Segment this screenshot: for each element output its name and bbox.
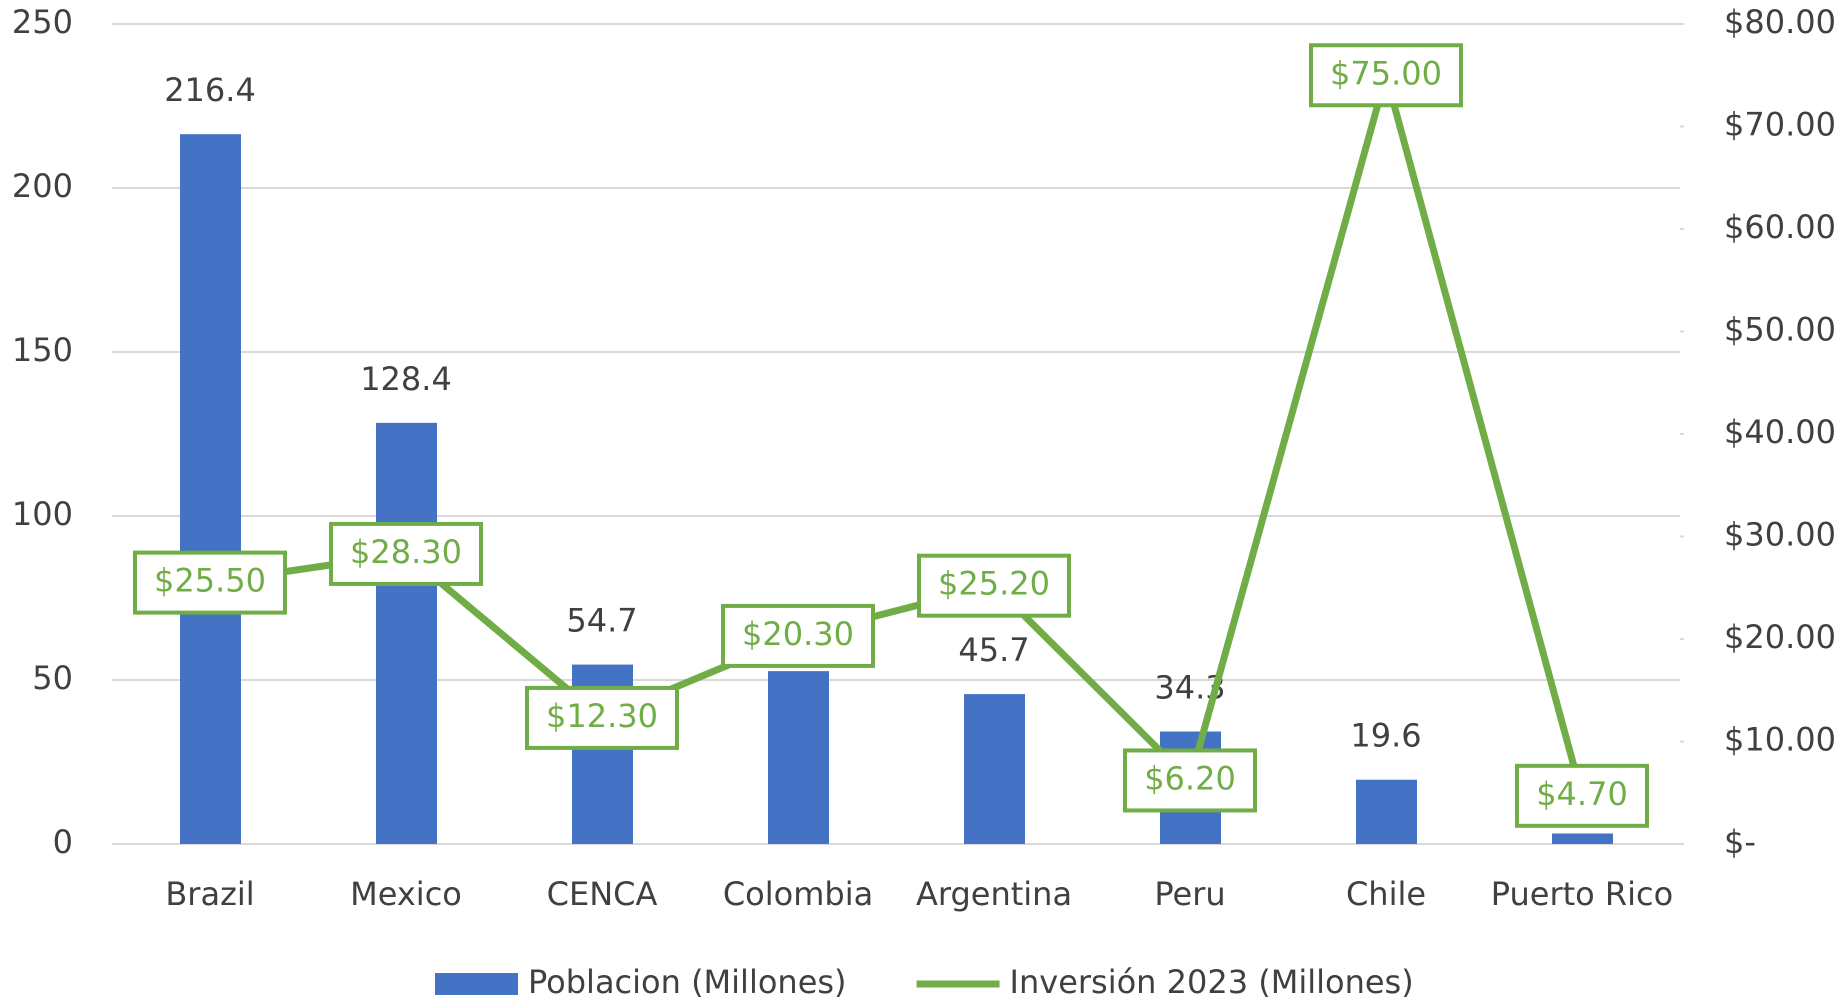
data-label-box <box>133 550 287 615</box>
y2-tick-label: $80.00 <box>1724 3 1836 41</box>
data-label-box <box>1309 43 1463 108</box>
legend-label: Inversión 2023 (Millones) <box>1010 963 1414 1001</box>
y2-tick-label: $40.00 <box>1724 413 1836 451</box>
bar <box>180 134 241 844</box>
data-label: $4.70 <box>1536 775 1628 813</box>
data-label-box <box>1123 748 1257 813</box>
y2-tick-label: $50.00 <box>1724 311 1836 349</box>
y2-tick-label: $10.00 <box>1724 721 1836 759</box>
bar <box>964 694 1025 844</box>
y2-tick-label: $70.00 <box>1724 106 1836 144</box>
bar <box>376 422 437 844</box>
data-label: $28.30 <box>350 533 462 571</box>
bar-label: 45.7 <box>958 631 1029 669</box>
data-label-box <box>329 521 483 586</box>
x-tick-label: Peru <box>1154 875 1225 913</box>
bar-label: 19.6 <box>1350 717 1421 755</box>
x-tick-label: Puerto Rico <box>1491 875 1673 913</box>
x-tick-label: Colombia <box>723 875 873 913</box>
legend-swatch <box>435 973 518 995</box>
x-tick-label: Argentina <box>916 875 1072 913</box>
data-label-box <box>1515 763 1649 828</box>
data-label: $75.00 <box>1330 54 1442 92</box>
data-label: $6.20 <box>1144 759 1236 797</box>
data-label-box <box>917 553 1071 618</box>
bar <box>1552 833 1613 844</box>
x-tick-label: CENCA <box>547 875 658 913</box>
data-label: $25.20 <box>938 565 1050 603</box>
data-label-box <box>525 685 679 750</box>
x-tick-label: Chile <box>1346 875 1426 913</box>
bar-label: 54.7 <box>566 602 637 640</box>
data-label: $12.30 <box>546 697 658 735</box>
bar-label: 128.4 <box>360 360 452 398</box>
y2-tick-label: $20.00 <box>1724 618 1836 656</box>
data-label: $20.30 <box>742 615 854 653</box>
y2-tick-label: $30.00 <box>1724 516 1836 554</box>
data-label: $25.50 <box>154 562 266 600</box>
x-tick-label: Mexico <box>350 875 462 913</box>
y-tick-label: 50 <box>32 659 73 697</box>
y-tick-label: 250 <box>12 3 73 41</box>
y2-tick-label: $60.00 <box>1724 208 1836 246</box>
y2-tick-label: $- <box>1724 823 1756 861</box>
y-tick-label: 0 <box>53 823 73 861</box>
y-tick-label: 100 <box>12 495 73 533</box>
data-label-box <box>721 603 875 668</box>
bar-label: 216.4 <box>164 71 256 109</box>
x-tick-label: Brazil <box>165 875 254 913</box>
bar <box>768 671 829 844</box>
y-tick-label: 200 <box>12 167 73 205</box>
y-tick-label: 150 <box>12 331 73 369</box>
bar <box>1356 779 1417 844</box>
legend-label: Poblacion (Millones) <box>528 963 847 1001</box>
